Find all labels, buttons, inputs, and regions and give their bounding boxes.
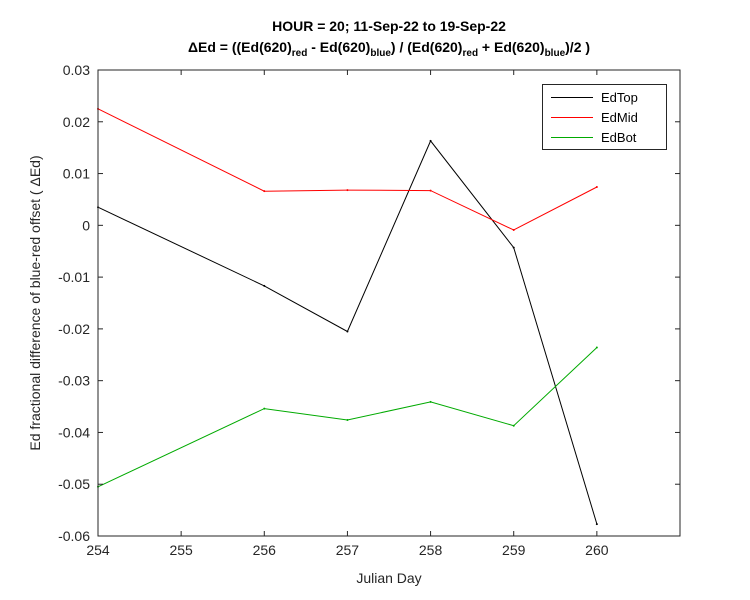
- y-tick-label: 0: [82, 217, 90, 233]
- plot-frame: [97, 69, 681, 537]
- x-tick-label: 260: [585, 542, 609, 558]
- x-axis-label: Julian Day: [356, 570, 421, 586]
- data-point-edbot: [512, 424, 515, 427]
- x-tick-label: 254: [86, 542, 110, 558]
- y-tick-label: -0.06: [58, 528, 90, 544]
- data-point-edmid: [263, 190, 266, 193]
- x-tick-label: 256: [253, 542, 277, 558]
- title-subscript: blue: [370, 47, 391, 59]
- title-part: - Ed(620): [307, 39, 371, 55]
- legend-label-edbot: EdBot: [601, 130, 637, 145]
- legend-item-edbot: EdBot: [543, 127, 668, 147]
- chart-title-line-2: ΔEd = ((Ed(620)red - Ed(620)blue) / (Ed(…: [98, 39, 680, 59]
- legend-item-edmid: EdMid: [543, 107, 668, 127]
- title-part: )/2 ): [565, 39, 591, 55]
- legend-label-edtop: EdTop: [601, 90, 638, 105]
- data-point-edtop: [346, 330, 349, 333]
- title-subscript: blue: [544, 47, 566, 59]
- legend-swatch-edtop: [551, 97, 593, 98]
- delta-symbol: Δ: [187, 39, 199, 55]
- legend-swatch-edbot: [551, 137, 593, 138]
- series-line-edtop: [97, 139, 598, 525]
- y-tick-label: -0.01: [58, 269, 90, 285]
- title-subscript: red: [291, 47, 308, 59]
- data-point-edbot: [346, 419, 349, 422]
- data-point-edtop: [595, 523, 598, 526]
- x-tick-label: 255: [169, 542, 193, 558]
- data-point-edtop: [429, 139, 432, 142]
- y-tick-label: 0.01: [63, 166, 90, 182]
- data-point-edbot: [595, 346, 598, 349]
- x-tick-label: 258: [419, 542, 443, 558]
- axes-layer: 254 255 256 257 258 259 260 -0.06 -0.05 -0.04 -0.0…: [58, 62, 681, 558]
- chart-title-line-1: HOUR = 20; 11-Sep-22 to 19-Sep-22: [272, 18, 506, 34]
- legend: EdTop EdMid EdBot: [542, 84, 667, 150]
- y-tick-label: 0.03: [63, 62, 90, 78]
- y-axis-label: Ed fractional difference of blue-red off…: [27, 155, 43, 450]
- data-point-edmid: [512, 228, 515, 231]
- data-point-edmid: [429, 189, 432, 192]
- y-tick-label: -0.03: [58, 373, 90, 389]
- title-part: ) / (Ed(620): [390, 39, 463, 55]
- series-line-edmid: [97, 108, 598, 231]
- series-layer: [97, 107, 598, 526]
- data-point-edbot: [263, 407, 266, 410]
- data-point-edmid: [346, 189, 349, 192]
- legend-label-edmid: EdMid: [601, 110, 638, 125]
- title-part: Ed = ((Ed(620): [198, 39, 292, 55]
- x-tick-label: 259: [502, 542, 526, 558]
- legend-item-edtop: EdTop: [543, 87, 668, 107]
- y-tick-label: -0.04: [58, 424, 90, 440]
- data-point-edmid: [595, 186, 598, 189]
- title-part: + Ed(620): [478, 39, 545, 55]
- data-point-edtop: [263, 284, 266, 287]
- legend-swatch-edmid: [551, 117, 593, 118]
- y-tick-label: 0.02: [63, 114, 90, 130]
- y-tick-label: -0.05: [58, 476, 90, 492]
- y-tick-label: -0.02: [58, 321, 90, 337]
- data-point-edbot: [429, 400, 432, 403]
- title-subscript: red: [462, 47, 479, 59]
- series-line-edbot: [97, 347, 598, 488]
- x-tick-label: 257: [336, 542, 360, 558]
- data-point-edtop: [512, 246, 515, 249]
